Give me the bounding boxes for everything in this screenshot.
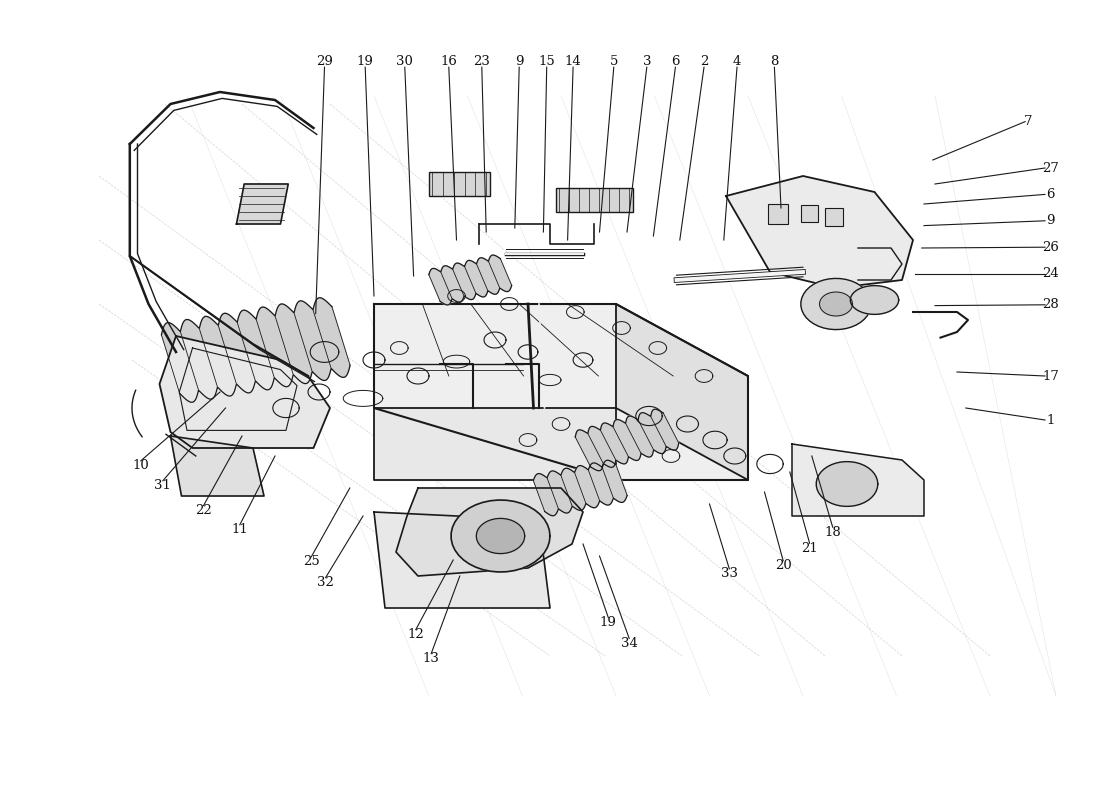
Text: 19: 19	[600, 616, 617, 629]
Text: 6: 6	[671, 55, 680, 68]
Bar	[556, 188, 632, 212]
Text: 7: 7	[1024, 115, 1033, 128]
Text: 29: 29	[316, 55, 333, 68]
Text: 30: 30	[396, 55, 414, 68]
Polygon shape	[726, 176, 913, 288]
Bar	[801, 205, 818, 222]
Text: 34: 34	[620, 637, 638, 650]
Text: 8: 8	[770, 55, 779, 68]
Text: 19: 19	[356, 55, 374, 68]
Text: 6: 6	[1046, 188, 1055, 201]
Text: 9: 9	[1046, 214, 1055, 227]
Text: 24: 24	[1042, 267, 1059, 280]
Text: 25: 25	[302, 555, 320, 568]
Text: 14: 14	[564, 55, 582, 68]
Polygon shape	[534, 460, 627, 516]
Polygon shape	[374, 304, 748, 480]
Polygon shape	[820, 292, 852, 316]
Text: 11: 11	[231, 523, 249, 536]
Bar	[825, 208, 843, 226]
Polygon shape	[236, 184, 288, 224]
Polygon shape	[451, 500, 550, 572]
Text: 2: 2	[700, 55, 708, 68]
Text: 26: 26	[1042, 241, 1059, 254]
Text: 27: 27	[1042, 162, 1059, 174]
Text: 20: 20	[774, 559, 792, 572]
Polygon shape	[374, 408, 616, 480]
Text: 10: 10	[132, 459, 150, 472]
Polygon shape	[162, 298, 350, 402]
Text: 32: 32	[317, 576, 334, 589]
Text: 3: 3	[642, 55, 651, 68]
Polygon shape	[429, 255, 512, 305]
Polygon shape	[801, 278, 871, 330]
Text: 22: 22	[195, 504, 212, 517]
Text: 13: 13	[422, 652, 440, 665]
Text: 16: 16	[440, 55, 458, 68]
Polygon shape	[792, 444, 924, 516]
Text: 23: 23	[473, 55, 491, 68]
Polygon shape	[816, 462, 878, 506]
Polygon shape	[850, 286, 899, 314]
Bar	[429, 172, 490, 196]
Text: 28: 28	[1042, 298, 1059, 311]
Text: 17: 17	[1042, 370, 1059, 382]
Polygon shape	[616, 304, 748, 480]
Text: 21: 21	[801, 542, 818, 554]
Text: 4: 4	[733, 55, 741, 68]
Polygon shape	[170, 436, 264, 496]
Text: 18: 18	[824, 526, 842, 538]
Polygon shape	[575, 410, 679, 470]
Polygon shape	[160, 336, 330, 448]
Polygon shape	[396, 488, 583, 576]
Text: 9: 9	[515, 55, 524, 68]
Text: 31: 31	[154, 479, 172, 492]
Text: 5: 5	[609, 55, 618, 68]
Text: 1: 1	[1046, 414, 1055, 426]
Text: 15: 15	[538, 55, 556, 68]
Polygon shape	[476, 518, 525, 554]
Bar	[768, 204, 788, 224]
Text: 12: 12	[407, 628, 425, 641]
Polygon shape	[374, 512, 550, 608]
Text: 33: 33	[720, 567, 738, 580]
